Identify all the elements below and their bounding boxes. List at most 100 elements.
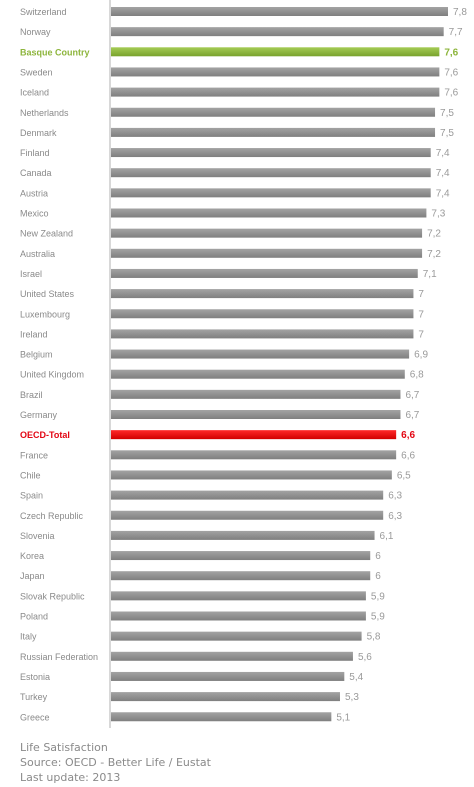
- chart-footer: Life Satisfaction Source: OECD - Better …: [20, 740, 211, 785]
- bar-iceland: [111, 87, 440, 97]
- value-label-netherlands: 7,5: [440, 108, 454, 119]
- value-label-belgium: 6,9: [414, 350, 428, 361]
- value-label-estonia: 5,4: [349, 672, 363, 683]
- category-label-greece: Greece: [20, 712, 50, 722]
- value-label-brazil: 6,7: [405, 390, 419, 401]
- value-label-new-zealand: 7,2: [427, 229, 441, 240]
- category-label-finland: Finland: [20, 148, 50, 158]
- category-label-poland: Poland: [20, 612, 48, 622]
- bar-korea: [111, 551, 371, 561]
- category-label-austria: Austria: [20, 188, 48, 198]
- category-label-canada: Canada: [20, 168, 52, 178]
- value-label-spain: 6,3: [388, 491, 402, 502]
- bar-ireland: [111, 329, 414, 339]
- category-label-france: France: [20, 450, 48, 460]
- value-label-france: 6,6: [401, 450, 415, 461]
- chart-source: Source: OECD - Better Life / Eustat: [20, 756, 211, 769]
- category-label-turkey: Turkey: [20, 692, 48, 702]
- bar-austria: [111, 188, 431, 198]
- value-label-japan: 6: [375, 571, 381, 582]
- value-label-slovak-republic: 5,9: [371, 591, 385, 602]
- bar-finland: [111, 148, 431, 158]
- bar-mexico: [111, 208, 427, 218]
- category-label-italy: Italy: [20, 632, 37, 642]
- bar-australia: [111, 248, 423, 258]
- bar-norway: [111, 27, 444, 37]
- value-label-luxembourg: 7: [418, 309, 424, 320]
- category-label-spain: Spain: [20, 491, 43, 501]
- category-label-united-kingdom: United Kingdom: [20, 370, 84, 380]
- bar-spain: [111, 490, 384, 500]
- value-label-slovenia: 6,1: [380, 531, 394, 542]
- value-label-ireland: 7: [418, 329, 424, 340]
- value-label-turkey: 5,3: [345, 692, 359, 703]
- bar-oecd-total: [111, 430, 397, 440]
- category-label-united-states: United States: [20, 289, 75, 299]
- bar-germany: [111, 410, 401, 419]
- category-label-brazil: Brazil: [20, 390, 43, 400]
- category-label-basque-country: Basque Country: [20, 47, 90, 57]
- value-label-italy: 5,8: [367, 632, 381, 643]
- category-label-germany: Germany: [20, 410, 58, 420]
- value-label-basque-country: 7,6: [444, 47, 458, 58]
- category-label-slovenia: Slovenia: [20, 531, 55, 541]
- last-update: Last update: 2013: [20, 771, 121, 784]
- bar-netherlands: [111, 107, 436, 117]
- category-label-norway: Norway: [20, 27, 51, 37]
- value-label-denmark: 7,5: [440, 128, 454, 139]
- value-label-germany: 6,7: [405, 410, 419, 421]
- category-label-slovak-republic: Slovak Republic: [20, 591, 85, 601]
- value-label-poland: 5,9: [371, 612, 385, 623]
- bar-switzerland: [111, 7, 448, 16]
- value-label-united-states: 7: [418, 289, 424, 300]
- value-label-united-kingdom: 6,8: [410, 370, 424, 381]
- category-label-ireland: Ireland: [20, 329, 48, 339]
- value-label-switzerland: 7,8: [453, 7, 467, 18]
- value-label-australia: 7,2: [427, 249, 441, 260]
- bar-united-states: [111, 289, 414, 299]
- category-label-luxembourg: Luxembourg: [20, 309, 70, 319]
- category-label-chile: Chile: [20, 470, 41, 480]
- value-label-iceland: 7,6: [444, 88, 458, 99]
- value-label-finland: 7,4: [436, 148, 450, 159]
- value-label-austria: 7,4: [436, 188, 450, 199]
- bar-japan: [111, 571, 371, 581]
- value-label-mexico: 7,3: [431, 209, 445, 220]
- bar-russian-federation: [111, 651, 353, 661]
- category-label-oecd-total: OECD-Total: [20, 430, 70, 440]
- category-label-denmark: Denmark: [20, 128, 57, 138]
- category-label-netherlands: Netherlands: [20, 108, 69, 118]
- bar-slovenia: [111, 530, 375, 540]
- bar-denmark: [111, 127, 436, 137]
- value-label-czech-republic: 6,3: [388, 511, 402, 522]
- bar-poland: [111, 611, 366, 621]
- category-label-korea: Korea: [20, 551, 44, 561]
- category-label-australia: Australia: [20, 249, 55, 259]
- value-label-israel: 7,1: [423, 269, 437, 280]
- bar-belgium: [111, 349, 410, 359]
- category-label-czech-republic: Czech Republic: [20, 511, 84, 521]
- bar-czech-republic: [111, 510, 384, 520]
- bar-turkey: [111, 692, 340, 702]
- bar-greece: [111, 712, 332, 722]
- category-label-belgium: Belgium: [20, 350, 53, 360]
- value-label-russian-federation: 5,6: [358, 652, 372, 663]
- bar-luxembourg: [111, 309, 414, 319]
- bar-brazil: [111, 389, 401, 399]
- category-label-japan: Japan: [20, 571, 45, 581]
- category-label-estonia: Estonia: [20, 672, 50, 682]
- category-label-sweden: Sweden: [20, 67, 53, 77]
- category-label-israel: Israel: [20, 269, 42, 279]
- category-label-mexico: Mexico: [20, 209, 49, 219]
- value-label-korea: 6: [375, 551, 381, 562]
- bar-israel: [111, 268, 418, 278]
- category-label-switzerland: Switzerland: [20, 7, 67, 17]
- bar-france: [111, 450, 397, 460]
- category-label-new-zealand: New Zealand: [20, 229, 73, 239]
- category-label-iceland: Iceland: [20, 88, 49, 98]
- bar-italy: [111, 631, 362, 641]
- value-label-chile: 6,5: [397, 470, 411, 481]
- value-label-greece: 5,1: [336, 712, 350, 723]
- life-satisfaction-bar-chart: Switzerland 7,8 Norway 7,7 Basque Country 7,6…: [20, 0, 467, 728]
- bar-basque-country: [111, 47, 440, 57]
